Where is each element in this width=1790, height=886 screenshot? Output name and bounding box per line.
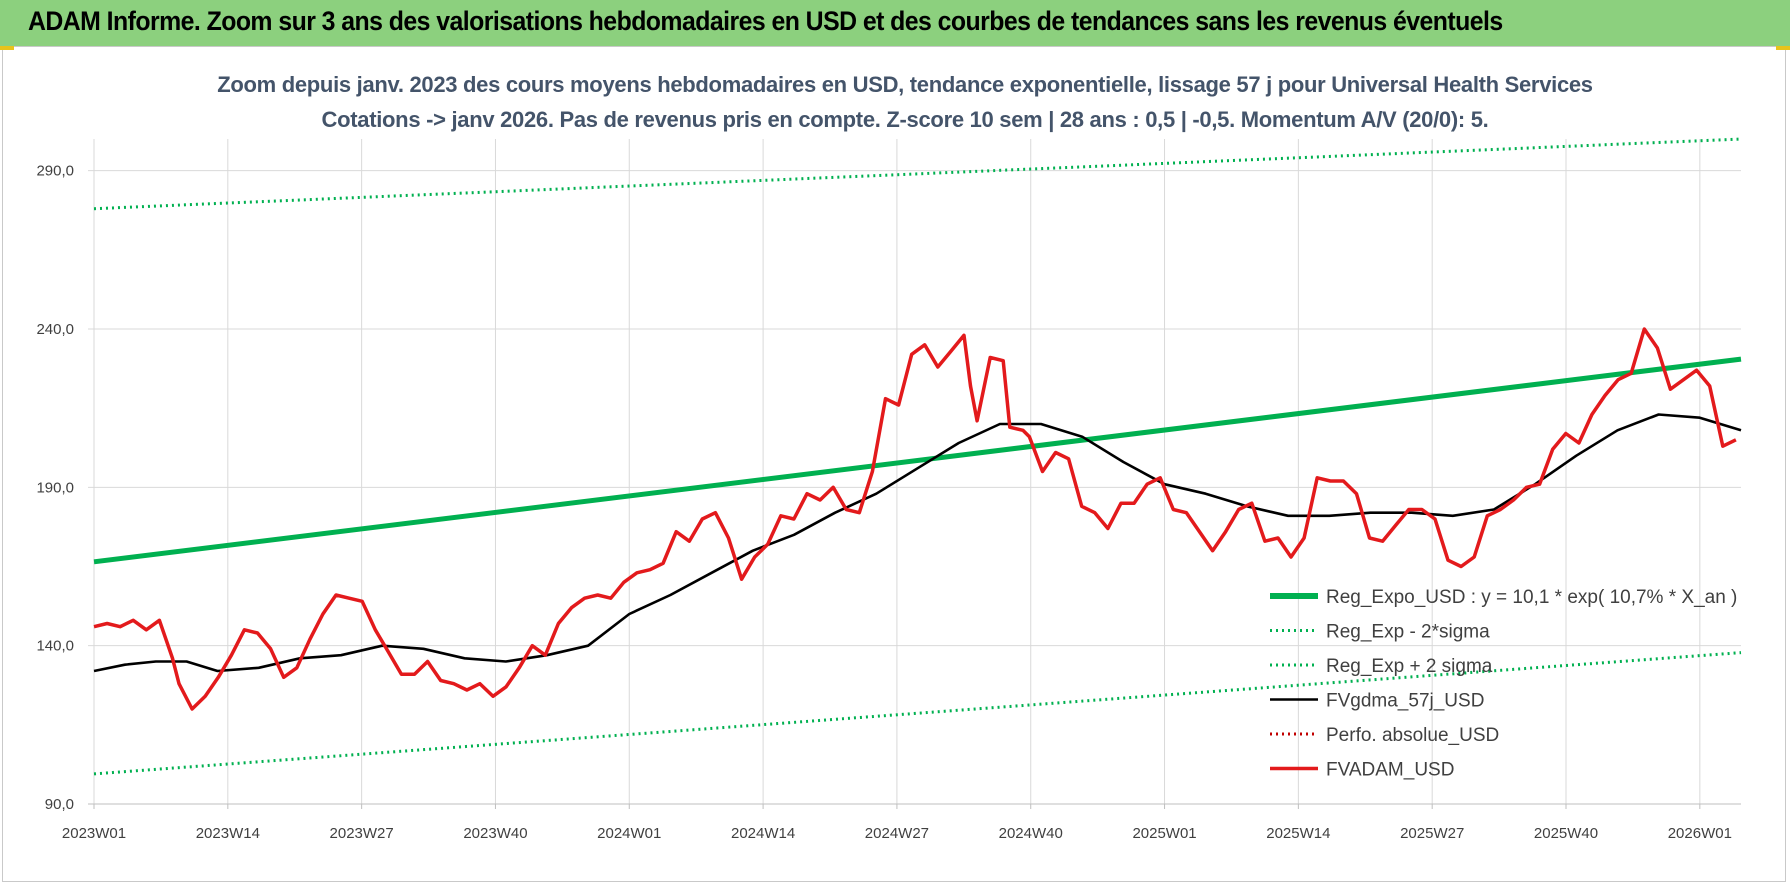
legend-label: FVgdma_57j_USD [1326, 691, 1484, 712]
legend-label: Reg_Exp - 2*sigma [1326, 622, 1490, 643]
legend-label: Reg_Expo_USD : y = 10,1 * exp( 10,7% * X… [1326, 587, 1737, 608]
corner-marker-left [0, 46, 14, 50]
chart-subtitle-line2: Cotations -> janv 2026. Pas de revenus p… [321, 107, 1489, 132]
corner-marker-right [1776, 46, 1790, 50]
y-tick-label: 140,0 [36, 638, 74, 655]
chart-subtitle-line1: Zoom depuis janv. 2023 des cours moyens … [217, 72, 1593, 97]
header-banner: ADAM Informe. Zoom sur 3 ans des valoris… [0, 0, 1790, 47]
legend-label: FVADAM_USD [1326, 760, 1454, 781]
chart-series [93, 137, 1742, 776]
y-tick-label: 90,0 [45, 796, 74, 813]
y-tick-label: 190,0 [36, 479, 74, 496]
x-tick-label: 2023W01 [62, 825, 126, 842]
subtitle-background [252, 68, 1538, 138]
chart-legend: Reg_Expo_USD : y = 10,1 * exp( 10,7% * X… [1270, 587, 1737, 781]
chart-frame [2, 46, 1786, 882]
chart-grid [88, 139, 1741, 805]
series-line [93, 327, 1737, 711]
chart-axes: 90,0 140,0 190,0 240,0 290,0 2023W01 2023W14 20… [36, 163, 1741, 842]
page-title: ADAM Informe. Zoom sur 3 ans des valoris… [28, 6, 1503, 36]
series-line [93, 413, 1742, 673]
x-tick-label: 2025W27 [1400, 825, 1464, 842]
x-tick-label: 2023W27 [330, 825, 394, 842]
x-tick-label: 2024W14 [731, 825, 795, 842]
x-tick-label: 2024W40 [999, 825, 1063, 842]
x-tick-label: 2023W14 [196, 825, 260, 842]
x-tick-label: 2023W40 [463, 825, 527, 842]
series-line [93, 651, 1742, 776]
y-tick-label: 290,0 [36, 163, 74, 180]
x-tick-label: 2025W14 [1266, 825, 1330, 842]
legend-label: Reg_Exp + 2 sigma [1326, 656, 1493, 677]
x-tick-label: 2026W01 [1668, 825, 1732, 842]
legend-label: Perfo. absolue_USD [1326, 725, 1499, 746]
x-tick-label: 2025W01 [1132, 825, 1196, 842]
x-tick-label: 2024W01 [597, 825, 661, 842]
y-tick-label: 240,0 [36, 321, 74, 338]
x-tick-label: 2024W27 [865, 825, 929, 842]
series-line [93, 356, 1742, 565]
x-tick-label: 2025W40 [1534, 825, 1598, 842]
series-line [93, 137, 1742, 211]
